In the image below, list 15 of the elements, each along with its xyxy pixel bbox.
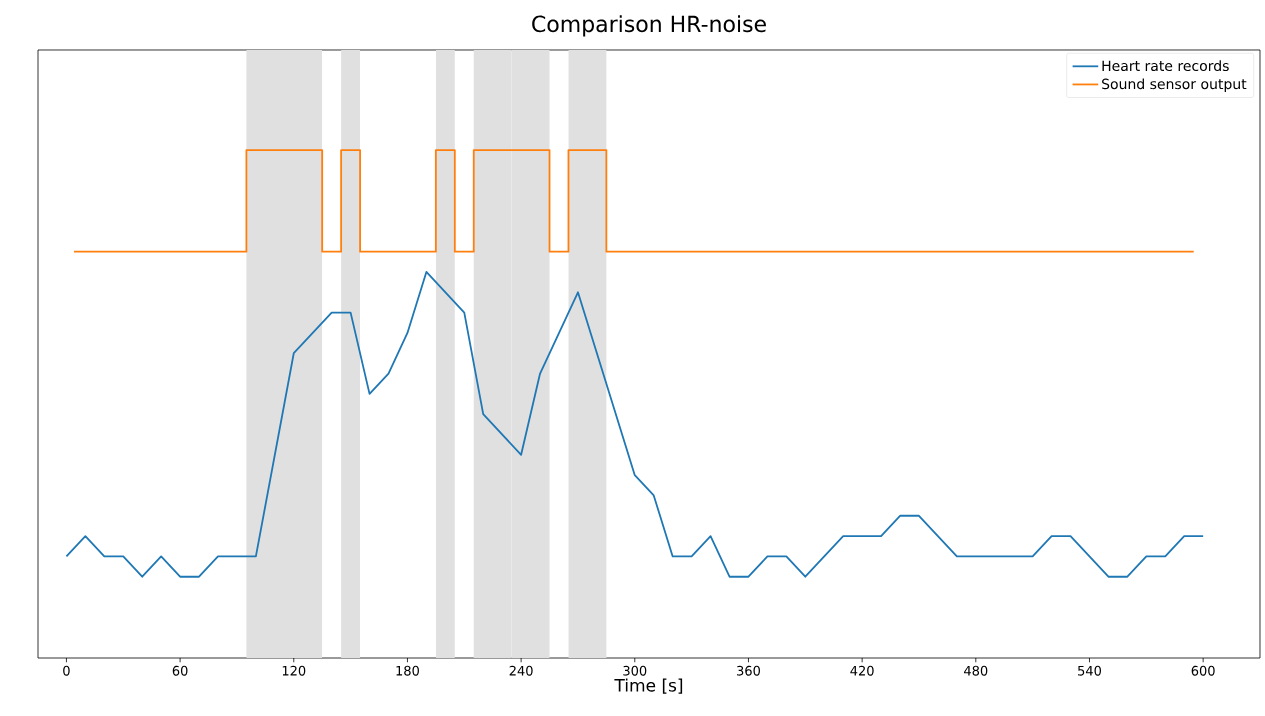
x-tick-label: 0 — [63, 665, 70, 676]
chart-title: Comparison HR-noise — [532, 15, 766, 37]
x-tick-label: 420 — [850, 665, 874, 676]
x-tick-label: 300 — [623, 665, 647, 676]
x-tick-label: 540 — [1078, 665, 1102, 676]
x-tick-label: 180 — [396, 665, 419, 676]
x-axis-title: Time [s] — [614, 678, 683, 694]
x-tick-label: 360 — [737, 665, 760, 676]
x-tick-label: 480 — [964, 665, 988, 676]
legend-label: Heart rate records — [1102, 60, 1229, 72]
legend-label: Sound sensor output — [1102, 78, 1247, 92]
x-tick-label: 240 — [509, 665, 533, 676]
x-tick-label: 600 — [1191, 665, 1215, 676]
x-tick-label: 120 — [282, 665, 306, 676]
x-tick-label: 60 — [172, 665, 188, 676]
